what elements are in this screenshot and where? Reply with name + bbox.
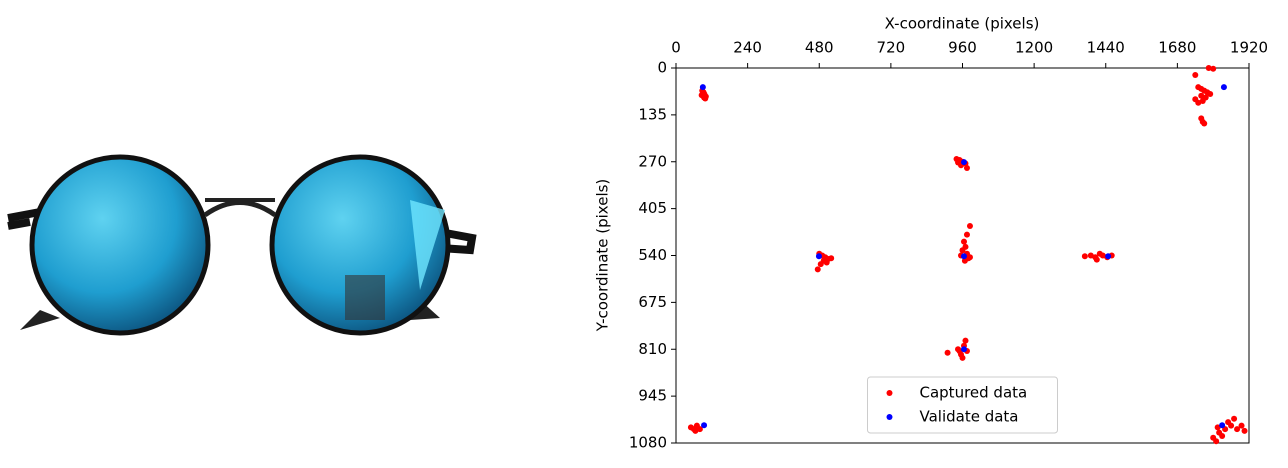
data-point [961, 253, 967, 259]
data-point [1219, 422, 1225, 428]
x-axis-label: X-coordinate (pixels) [885, 15, 1040, 33]
data-point [962, 338, 968, 344]
data-point [1210, 66, 1216, 72]
data-point [816, 253, 822, 259]
data-point [964, 232, 970, 238]
figure: X-coordinate (pixels) Y-coordinate (pixe… [0, 0, 1288, 464]
y-tick-label: 540 [638, 246, 667, 264]
data-point [955, 159, 961, 165]
y-tick-label: 135 [638, 105, 667, 123]
data-point [1207, 91, 1213, 97]
data-point [964, 165, 970, 171]
data-point [1192, 72, 1198, 78]
y-tick-label: 945 [638, 387, 667, 405]
data-point [1105, 253, 1111, 259]
data-point [960, 355, 966, 361]
data-point [967, 254, 973, 260]
y-tick-label: 1080 [629, 434, 667, 452]
data-point [961, 346, 967, 352]
data-point [1228, 423, 1234, 429]
x-tick-label: 1680 [1158, 39, 1196, 57]
x-tick-label: 1920 [1230, 39, 1268, 57]
data-point [1219, 433, 1225, 439]
sunglasses-photo [8, 157, 472, 333]
data-point [1242, 428, 1248, 434]
data-point [1239, 423, 1245, 429]
y-axis-label: Y-coordinate (pixels) [594, 179, 612, 333]
data-point [1213, 438, 1219, 444]
x-tick-label: 0 [671, 39, 681, 57]
data-point [692, 428, 698, 434]
data-point [1221, 84, 1227, 90]
legend-marker [887, 414, 893, 420]
x-tick-label: 960 [948, 39, 977, 57]
data-point [945, 350, 951, 356]
scatter-chart: X-coordinate (pixels) Y-coordinate (pixe… [594, 15, 1269, 452]
y-tick-label: 675 [638, 293, 667, 311]
data-point [1082, 253, 1088, 259]
x-tick-label: 480 [805, 39, 834, 57]
y-tick-label: 810 [638, 340, 667, 358]
data-point [961, 239, 967, 245]
legend-marker [887, 390, 893, 396]
page: {"chart_data": {"type": "scatter", "xlab… [0, 0, 1288, 468]
data-point [824, 259, 830, 265]
x-tick-label: 1440 [1087, 39, 1125, 57]
data-point [700, 84, 706, 90]
y-tick-label: 270 [638, 152, 667, 170]
data-point [967, 223, 973, 229]
data-point [703, 93, 709, 99]
data-point [828, 255, 834, 261]
data-point [1195, 100, 1201, 106]
data-point [1094, 257, 1100, 263]
data-point [815, 266, 821, 272]
x-tick-label: 720 [877, 39, 906, 57]
legend: Captured data Validate data [868, 377, 1058, 433]
data-point [1201, 121, 1207, 127]
x-tick-label: 1200 [1015, 39, 1053, 57]
y-tick-label: 405 [638, 199, 667, 217]
x-tick-label: 240 [733, 39, 762, 57]
data-point [818, 261, 824, 267]
data-point [701, 422, 707, 428]
y-tick-label: 0 [657, 59, 667, 77]
data-point [1231, 416, 1237, 422]
data-point [961, 159, 967, 165]
legend-label: Validate data [920, 408, 1019, 426]
legend-label: Captured data [920, 384, 1028, 402]
